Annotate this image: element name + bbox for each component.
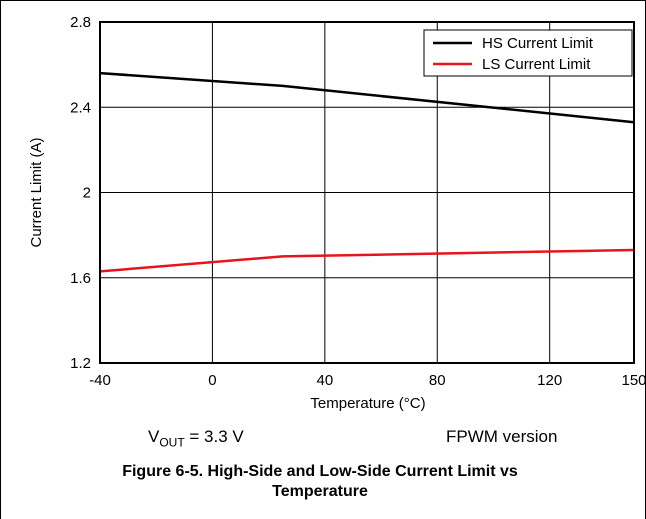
vout-value: = 3.3 V [184, 427, 244, 446]
plot-frame [99, 21, 635, 364]
figure-caption: Figure 6-5. High-Side and Low-Side Curre… [60, 462, 580, 502]
x-tick-label: 150 [621, 372, 646, 389]
vout-condition: VOUT = 3.3 V [148, 427, 244, 449]
y-axis-title: Current Limit (A) [28, 137, 45, 247]
y-tick-labels: 1.2 1.6 2 2.4 2.8 [70, 14, 91, 372]
y-tick-label: 2.8 [70, 14, 91, 31]
legend-label: LS Current Limit [482, 56, 591, 73]
x-tick-label: 80 [429, 372, 446, 389]
legend-box [423, 29, 633, 77]
x-axis-title: Temperature (°C) [310, 395, 425, 412]
series-lines [99, 71, 635, 273]
vout-prefix: V [148, 427, 160, 446]
series-line-ls [99, 248, 635, 273]
caption-line-1: Figure 6-5. High-Side and Low-Side Curre… [122, 463, 518, 480]
series-line-hs [99, 71, 635, 124]
legend: HS Current Limit LS Current Limit [423, 29, 633, 77]
current-limit-chart: -40 0 40 80 120 150 1.2 1.6 2 2.4 2.8 Temperature… [28, 14, 646, 412]
x-tick-label: 0 [208, 372, 216, 389]
x-tick-label: 40 [316, 372, 333, 389]
vout-subscript: OUT [159, 435, 185, 450]
x-tick-label: -40 [89, 372, 111, 389]
caption-line-2: Temperature [272, 483, 368, 500]
x-tick-labels: -40 0 40 80 120 150 [89, 372, 646, 389]
figure-frame-left [0, 0, 1, 519]
x-tick-label: 120 [537, 372, 562, 389]
y-tick-label: 1.6 [70, 270, 91, 287]
y-tick-label: 2 [83, 185, 91, 202]
y-tick-label: 1.2 [70, 355, 91, 372]
legend-label: HS Current Limit [482, 35, 594, 52]
version-condition: FPWM version [446, 427, 558, 446]
y-tick-label: 2.4 [70, 99, 91, 116]
figure-frame-top [0, 0, 646, 1]
